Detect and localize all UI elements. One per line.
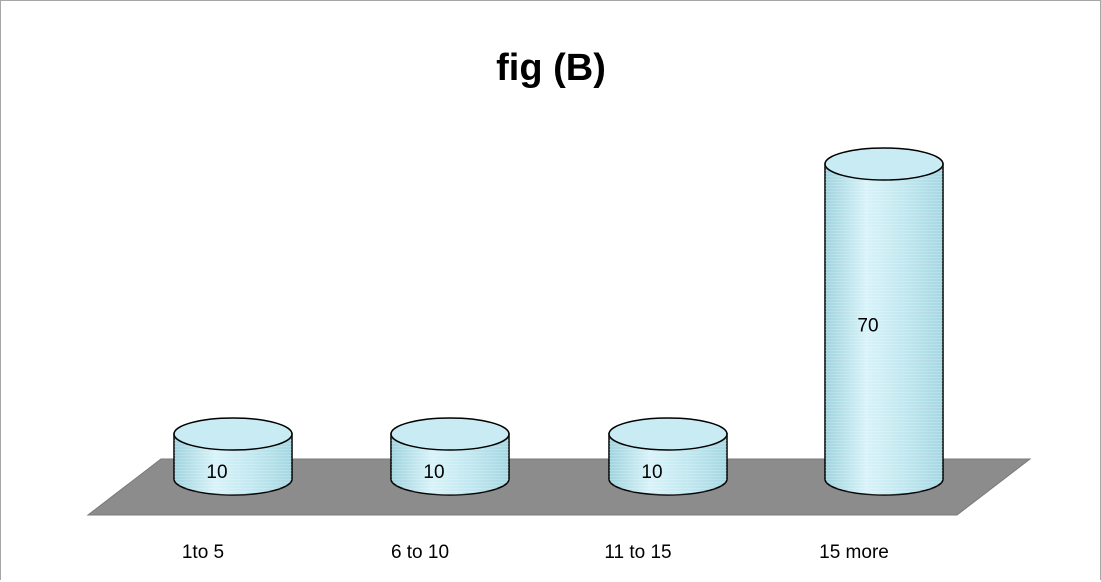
chart-title: fig (B) xyxy=(496,47,606,89)
chart-floor xyxy=(86,458,1032,516)
bar-top xyxy=(608,417,728,451)
bar-top xyxy=(173,417,293,451)
bar-3: 10 xyxy=(608,417,728,496)
category-labels: 1to 5 6 to 10 11 to 15 15 more xyxy=(182,542,889,563)
data-label: 10 xyxy=(423,462,444,483)
bar-4: 70 xyxy=(824,147,944,496)
bar-texture xyxy=(174,434,292,495)
bar-texture xyxy=(825,164,943,495)
bar-texture xyxy=(391,434,509,495)
bar-1: 10 xyxy=(173,417,293,496)
category-tick-label: 6 to 10 xyxy=(391,542,449,563)
category-tick-label: 1to 5 xyxy=(182,542,224,563)
bar-top xyxy=(824,147,944,181)
bar-texture xyxy=(609,434,727,495)
data-label: 70 xyxy=(857,316,878,337)
category-tick-label: 15 more xyxy=(819,542,889,563)
bars-layer: 10 10 10 70 xyxy=(173,147,944,496)
category-tick-label: 11 to 15 xyxy=(604,542,671,563)
bar-2: 10 xyxy=(390,417,510,496)
bar-top xyxy=(390,417,510,451)
data-label: 10 xyxy=(206,462,227,483)
data-label: 10 xyxy=(641,462,662,483)
